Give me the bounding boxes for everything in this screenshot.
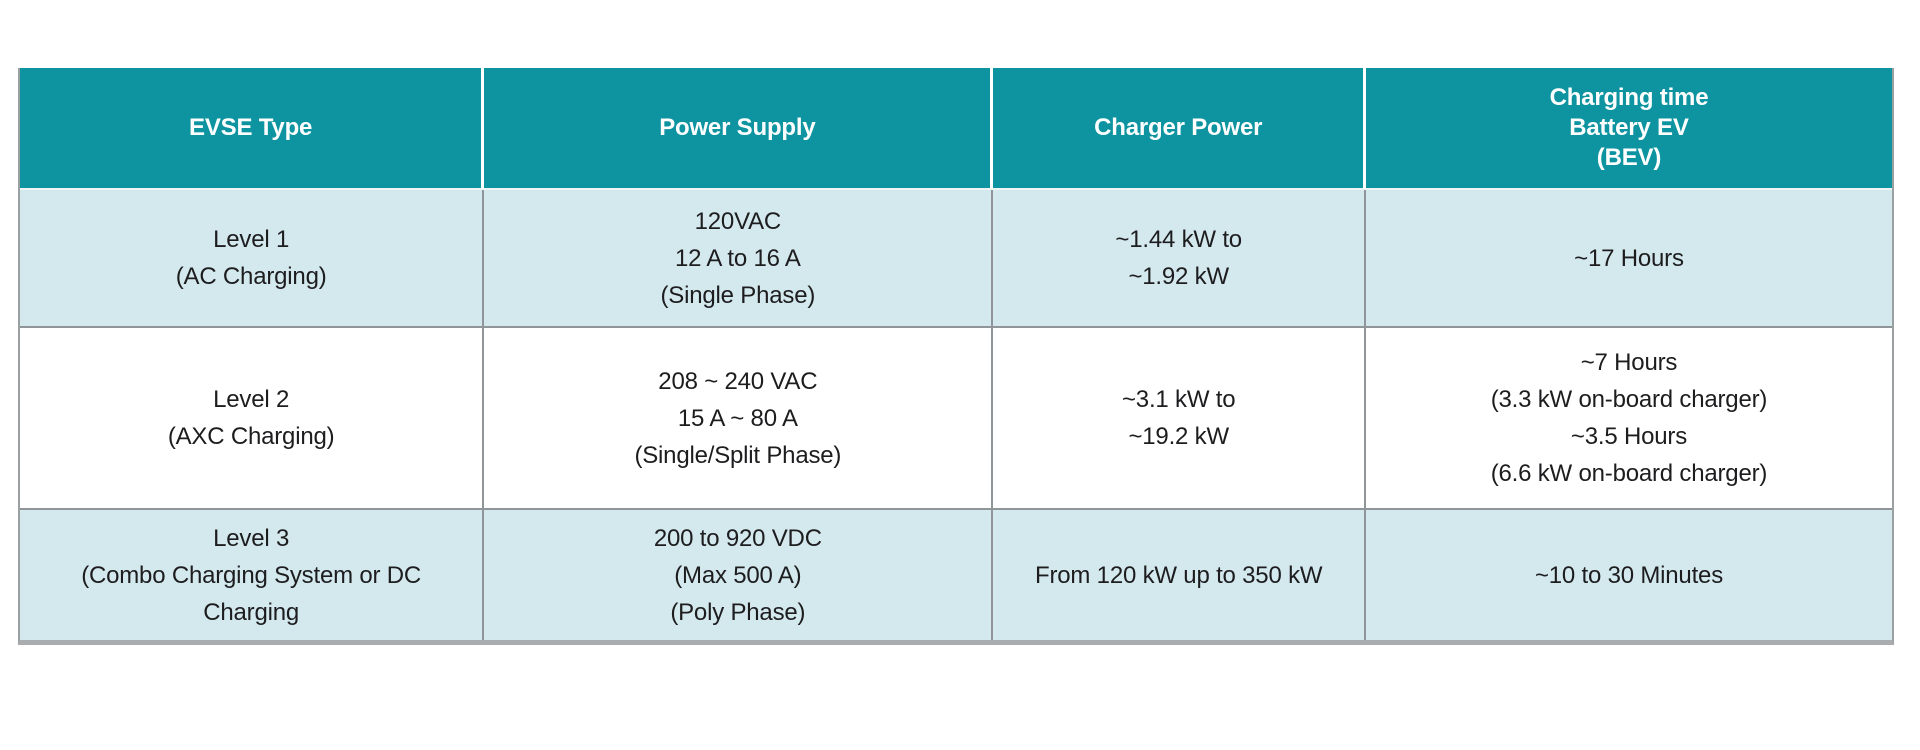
cell-level1-evse-type: Level 1 (AC Charging) (20, 190, 485, 328)
cell-level3-charging-time: ~10 to 30 Minutes (1365, 510, 1892, 640)
cell-level3-charger-power: From 120 kW up to 350 kW (993, 510, 1366, 640)
cell-level1-charging-time: ~17 Hours (1365, 190, 1892, 328)
table-row-level-1: Level 1 (AC Charging) 120VAC 12 A to 16 … (20, 190, 1892, 328)
cell-level2-power-supply: 208 ~ 240 VAC 15 A ~ 80 A (Single/Split … (484, 328, 994, 510)
table-row-level-2: Level 2 (AXC Charging) 208 ~ 240 VAC 15 … (20, 328, 1892, 510)
cell-level2-charging-time: ~7 Hours (3.3 kW on-board charger) ~3.5 … (1365, 328, 1892, 510)
header-row: EVSE Type Power Supply Charger Power Cha… (20, 68, 1892, 190)
header-cell-charging-time: Charging time Battery EV (BEV) (1365, 68, 1892, 190)
cell-level1-charger-power: ~1.44 kW to ~1.92 kW (993, 190, 1366, 328)
cell-level1-power-supply: 120VAC 12 A to 16 A (Single Phase) (484, 190, 994, 328)
evse-table-container: EVSE Type Power Supply Charger Power Cha… (18, 68, 1894, 645)
header-cell-charger-power: Charger Power (993, 68, 1366, 190)
table-row-level-3: Level 3 (Combo Charging System or DC Cha… (20, 510, 1892, 640)
cell-level3-power-supply: 200 to 920 VDC (Max 500 A) (Poly Phase) (484, 510, 994, 640)
cell-level3-evse-type: Level 3 (Combo Charging System or DC Cha… (20, 510, 485, 640)
cell-level2-charger-power: ~3.1 kW to ~19.2 kW (993, 328, 1366, 510)
header-cell-power-supply: Power Supply (484, 68, 994, 190)
evse-table: EVSE Type Power Supply Charger Power Cha… (18, 68, 1894, 645)
cell-level2-evse-type: Level 2 (AXC Charging) (20, 328, 485, 510)
header-cell-evse-type: EVSE Type (20, 68, 485, 190)
